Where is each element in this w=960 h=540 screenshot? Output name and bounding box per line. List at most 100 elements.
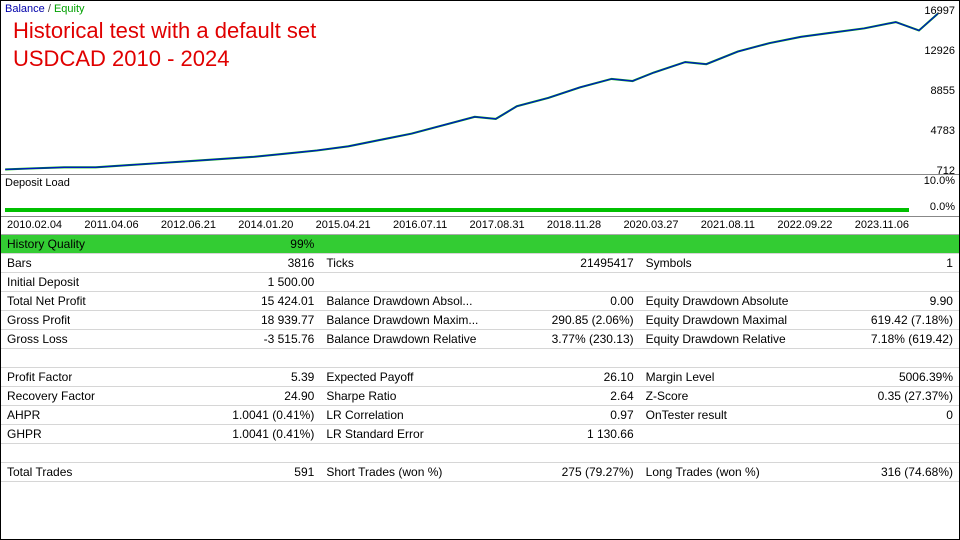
stats-cell: Initial Deposit1 500.00 xyxy=(1,275,320,289)
stats-cell: LR Standard Error 1 130.66 xyxy=(320,427,639,441)
date-tick: 2010.02.04 xyxy=(7,219,62,231)
stats-cell: Sharpe Ratio2.64 xyxy=(320,389,639,403)
stats-cell: Recovery Factor 24.90 xyxy=(1,389,320,403)
stats-label: Equity Drawdown Absolute xyxy=(646,294,789,308)
load-tick: 10.0% xyxy=(909,175,955,187)
stats-row: Gross Profit 18 939.77 Balance Drawdown Ma… xyxy=(1,311,959,330)
date-tick: 2017.08.31 xyxy=(470,219,525,231)
stats-label: LR Standard Error xyxy=(326,427,423,441)
stats-blank-row xyxy=(1,444,959,463)
y-tick: 12926 xyxy=(909,45,955,57)
stats-cell: GHPR1.0041 (0.41%) xyxy=(1,427,320,441)
legend-balance: Balance xyxy=(5,3,45,15)
stats-label: GHPR xyxy=(7,427,42,441)
stats-value: 15 424.01 xyxy=(261,294,314,308)
stats-label: Balance Drawdown Absol... xyxy=(326,294,472,308)
date-tick: 2022.09.22 xyxy=(777,219,832,231)
y-tick: 8855 xyxy=(909,85,955,97)
stats-row: Total Net Profit 15 424.01 Balance Drawdow… xyxy=(1,292,959,311)
stats-row: Total Trades591Short Trades (won %)275 (… xyxy=(1,463,959,482)
stats-value: 7.18% (619.42) xyxy=(871,332,953,346)
stats-label: Z-Score xyxy=(646,389,689,403)
stats-cell: Profit Factor 5.39 xyxy=(1,370,320,384)
stats-cell: Short Trades (won %)275 (79.27%) xyxy=(320,465,639,479)
stats-cell: Long Trades (won %) 316 (74.68%) xyxy=(640,465,959,479)
date-tick: 2011.04.06 xyxy=(84,219,138,231)
date-tick: 2012.06.21 xyxy=(161,219,216,231)
stats-label: LR Correlation xyxy=(326,408,403,422)
stats-row: Recovery Factor 24.90 Sharpe Ratio2.64 Z-Sc… xyxy=(1,387,959,406)
stats-label: Margin Level xyxy=(646,370,715,384)
stats-value: 9.90 xyxy=(930,294,953,308)
stats-cell: Total Net Profit 15 424.01 xyxy=(1,294,320,308)
stats-cell: AHPR1.0041 (0.41%) xyxy=(1,408,320,422)
stats-cell: OnTester result 0 xyxy=(640,408,959,422)
stats-value: 5006.39% xyxy=(899,370,953,384)
stats-value: 2.64 xyxy=(610,389,633,403)
equity-chart-panel: Balance / Equity Historical test with a … xyxy=(1,1,959,175)
stats-value: 1 xyxy=(946,256,953,270)
stats-label: Balance Drawdown Relative xyxy=(326,332,476,346)
overlay-title: Historical test with a default set USDCA… xyxy=(13,17,316,72)
stats-label: Balance Drawdown Maxim... xyxy=(326,313,478,327)
stats-value: 24.90 xyxy=(284,389,314,403)
deposit-load-axis: 10.0% 0.0% xyxy=(909,175,955,216)
stats-value: 5.39 xyxy=(291,370,314,384)
chart-legend: Balance / Equity xyxy=(5,3,85,15)
stats-table: History Quality99% Bars3816 Ticks 21495417 S… xyxy=(1,235,959,539)
date-tick: 2015.04.21 xyxy=(316,219,371,231)
stats-value: 99% xyxy=(290,237,314,251)
stats-label: Long Trades (won %) xyxy=(646,465,760,479)
stats-value: 18 939.77 xyxy=(261,313,314,327)
stats-label: Equity Drawdown Relative xyxy=(646,332,786,346)
date-tick: 2016.07.11 xyxy=(393,219,447,231)
stats-cell: Bars3816 xyxy=(1,256,320,270)
stats-row: Profit Factor5.39Expected Payoff26.10Mar… xyxy=(1,368,959,387)
chart-y-axis: 169971292688554783712 xyxy=(909,1,955,174)
overlay-line1: Historical test with a default set xyxy=(13,17,316,45)
load-tick: 0.0% xyxy=(909,201,955,213)
stats-value: 3.77% (230.13) xyxy=(552,332,634,346)
stats-value: 0 xyxy=(946,408,953,422)
stats-label: OnTester result xyxy=(646,408,727,422)
stats-value: 21495417 xyxy=(580,256,633,270)
stats-cell: Margin Level 5006.39% xyxy=(640,370,959,384)
stats-value: 316 (74.68%) xyxy=(881,465,953,479)
stats-cell: Gross Profit 18 939.77 xyxy=(1,313,320,327)
stats-label: Equity Drawdown Maximal xyxy=(646,313,787,327)
stats-value: 290.85 (2.06%) xyxy=(552,313,634,327)
stats-label: Profit Factor xyxy=(7,370,72,384)
stats-label: Symbols xyxy=(646,256,692,270)
deposit-load-strip xyxy=(5,208,909,212)
stats-label: Gross Profit xyxy=(7,313,70,327)
stats-cell: Equity Drawdown Relative 7.18% (619.42) xyxy=(640,332,959,346)
y-tick: 16997 xyxy=(909,5,955,17)
overlay-line2: USDCAD 2010 - 2024 xyxy=(13,45,316,73)
stats-cell: LR Correlation0.97 xyxy=(320,408,639,422)
stats-row: AHPR1.0041 (0.41%)LR Correlation0.97OnTe… xyxy=(1,406,959,425)
deposit-load-label: Deposit Load xyxy=(5,177,70,189)
stats-value: 0.00 xyxy=(610,294,633,308)
stats-row: History Quality99% xyxy=(1,235,959,254)
stats-value: 619.42 (7.18%) xyxy=(871,313,953,327)
strategy-tester-report: Balance / Equity Historical test with a … xyxy=(0,0,960,540)
stats-label: Total Net Profit xyxy=(7,294,86,308)
stats-row: Initial Deposit1 500.00 xyxy=(1,273,959,292)
stats-value: 1.0041 (0.41%) xyxy=(232,408,314,422)
stats-cell: Equity Drawdown Maximal 619.42 (7.18%) xyxy=(640,313,959,327)
legend-sep: / xyxy=(45,3,54,15)
stats-value: 275 (79.27%) xyxy=(562,465,634,479)
stats-value: 1 130.66 xyxy=(587,427,634,441)
stats-value: 591 xyxy=(294,465,314,479)
stats-blank-row xyxy=(1,349,959,368)
stats-cell: History Quality99% xyxy=(1,237,320,251)
date-tick: 2014.01.20 xyxy=(238,219,293,231)
stats-label: Ticks xyxy=(326,256,354,270)
stats-value: 26.10 xyxy=(604,370,634,384)
stats-label: Recovery Factor xyxy=(7,389,95,403)
date-axis: 2010.02.04 2011.04.06 2012.06.21 2014.01.20… xyxy=(1,217,959,235)
y-tick: 4783 xyxy=(909,125,955,137)
stats-label: Gross Loss xyxy=(7,332,68,346)
stats-cell: Gross Loss -3 515.76 xyxy=(1,332,320,346)
stats-value: -3 515.76 xyxy=(264,332,315,346)
